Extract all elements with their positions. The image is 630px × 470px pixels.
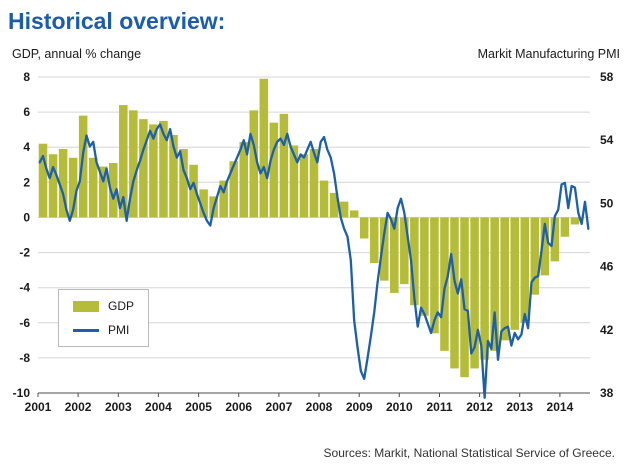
svg-text:50: 50 [600,196,614,210]
svg-text:2001: 2001 [25,400,52,414]
source-note: Sources: Markit, National Statistical Se… [323,446,615,460]
right-axis-title: Markit Manufacturing PMI [477,47,620,61]
axis-captions: GDP, annual % change Markit Manufacturin… [0,35,630,61]
svg-text:2008: 2008 [306,400,333,414]
svg-text:2010: 2010 [386,400,413,414]
svg-text:38: 38 [600,386,614,400]
legend-pmi-swatch [73,328,99,332]
svg-text:8: 8 [23,70,30,84]
svg-text:2002: 2002 [65,400,92,414]
legend-gdp-label: GDP [108,299,135,313]
svg-text:46: 46 [600,260,614,274]
legend: GDP PMI [58,289,150,347]
svg-text:2003: 2003 [105,400,132,414]
svg-text:2004: 2004 [145,400,172,414]
legend-pmi-row: PMI [73,323,134,337]
legend-gdp-row: GDP [73,299,134,313]
svg-text:2: 2 [23,175,30,189]
left-axis-title: GDP, annual % change [12,47,142,61]
legend-pmi-label: PMI [108,323,130,337]
svg-text:2014: 2014 [547,400,574,414]
svg-text:2005: 2005 [185,400,212,414]
svg-text:6: 6 [23,105,30,119]
svg-text:42: 42 [600,323,614,337]
svg-text:58: 58 [600,70,614,84]
page-title: Historical overview: [8,8,226,34]
legend-gdp-swatch [73,300,99,312]
svg-text:-8: -8 [19,351,30,365]
plot-area: 8 6 4 2 0 -2 -4 -6 -8 -10 58 54 50 46 42 38 2001 2002 2003… [0,63,630,431]
svg-text:-10: -10 [13,386,31,400]
svg-text:54: 54 [600,133,614,147]
svg-text:4: 4 [23,140,30,154]
svg-text:-6: -6 [19,316,30,330]
svg-text:2011: 2011 [426,400,452,414]
svg-text:2007: 2007 [266,400,293,414]
svg-text:-4: -4 [19,281,30,295]
svg-text:2009: 2009 [346,400,373,414]
svg-text:0: 0 [23,210,30,224]
svg-text:2006: 2006 [225,400,252,414]
svg-text:2013: 2013 [506,400,533,414]
svg-text:2012: 2012 [466,400,493,414]
svg-text:-2: -2 [19,246,30,260]
